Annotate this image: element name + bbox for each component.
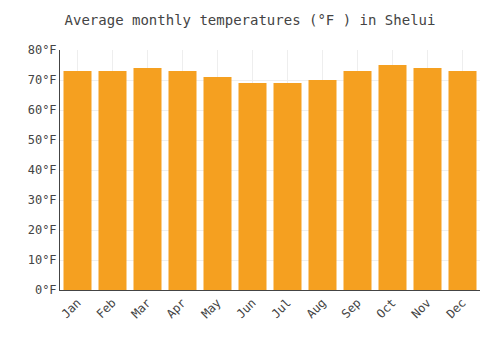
svg-text:Dec: Dec	[444, 296, 469, 321]
svg-text:Average monthly temperatures (: Average monthly temperatures (°F ) in Sh…	[65, 12, 436, 28]
svg-text:Nov: Nov	[409, 296, 434, 321]
svg-text:Aug: Aug	[304, 296, 329, 321]
svg-text:Jul: Jul	[269, 296, 294, 321]
svg-text:Oct: Oct	[374, 296, 399, 321]
svg-text:Apr: Apr	[164, 296, 189, 321]
svg-text:40°F: 40°F	[28, 163, 57, 177]
svg-text:50°F: 50°F	[28, 133, 57, 147]
svg-text:60°F: 60°F	[28, 103, 57, 117]
svg-text:0°F: 0°F	[35, 283, 57, 297]
svg-text:May: May	[199, 296, 224, 321]
svg-text:30°F: 30°F	[28, 193, 57, 207]
svg-text:Jun: Jun	[234, 296, 259, 321]
svg-text:10°F: 10°F	[28, 253, 57, 267]
svg-text:70°F: 70°F	[28, 73, 57, 87]
svg-text:Jan: Jan	[59, 296, 84, 321]
svg-text:20°F: 20°F	[28, 223, 57, 237]
svg-text:80°F: 80°F	[28, 43, 57, 57]
svg-text:Feb: Feb	[94, 296, 119, 321]
svg-text:Mar: Mar	[129, 296, 154, 321]
svg-text:Sep: Sep	[339, 296, 364, 321]
